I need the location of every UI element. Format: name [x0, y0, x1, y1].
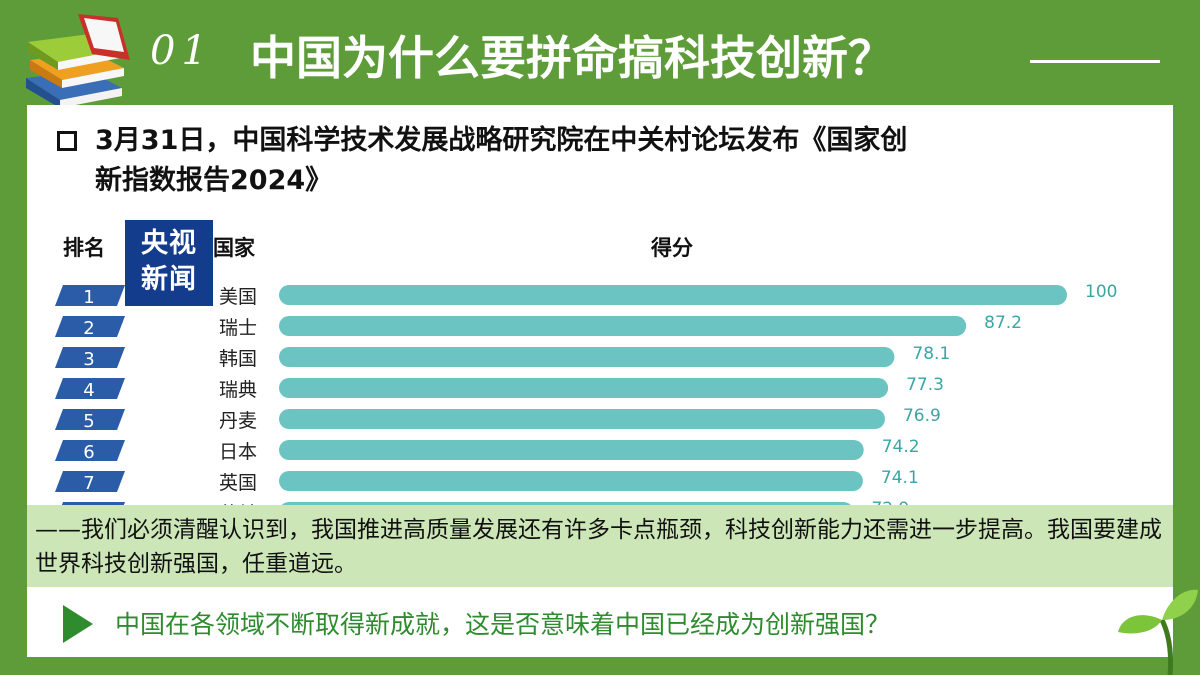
- rank-label: 3: [83, 349, 94, 370]
- value-label: 74.1: [881, 468, 919, 488]
- rank-label: 6: [83, 442, 94, 463]
- country-label: 瑞典: [219, 379, 257, 401]
- section-number: 01: [150, 28, 213, 74]
- country-label: 瑞士: [219, 317, 257, 339]
- value-label: 72.9: [871, 499, 909, 505]
- rank-badge: [61, 502, 125, 505]
- title-divider: [1030, 60, 1160, 63]
- books-logo-icon: [26, 14, 130, 108]
- country-label: 英国: [219, 472, 257, 494]
- rank-label: 5: [83, 411, 94, 432]
- country-label: 荷兰: [219, 503, 257, 505]
- score-bar: [279, 378, 889, 398]
- logo-line-2: 新闻: [141, 264, 197, 295]
- logo-line-1: 央视: [141, 228, 197, 259]
- rank-badge: [55, 285, 125, 306]
- content-card: 3月31日，中国科学技术发展战略研究院在中关村论坛发布《国家创 新指数报告202…: [27, 105, 1173, 657]
- rank-label: 7: [83, 473, 94, 494]
- play-arrow-icon: [63, 605, 93, 643]
- score-bar: [279, 285, 1067, 305]
- value-label: 87.2: [984, 313, 1022, 333]
- cctv-news-logo: 央视 新闻: [125, 220, 213, 306]
- page-title: 中国为什么要拼命搞科技创新？: [250, 31, 894, 85]
- score-header: 得分: [650, 236, 693, 260]
- value-label: 76.9: [903, 406, 941, 426]
- value-label: 78.1: [912, 344, 950, 364]
- value-label: 77.3: [906, 375, 944, 395]
- question-text: 中国在各领域不断取得新成就，这是否意味着中国已经成为创新强国？: [115, 610, 891, 639]
- score-bar: [279, 440, 864, 460]
- headline: 3月31日，中国科学技术发展战略研究院在中关村论坛发布《国家创 新指数报告202…: [57, 121, 1157, 201]
- rank-label: 8: [83, 504, 94, 505]
- country-label: 韩国: [219, 348, 257, 370]
- rank-header: 排名: [63, 236, 105, 260]
- question-row: 中国在各领域不断取得新成就，这是否意味着中国已经成为创新强国？: [27, 591, 1173, 657]
- score-bar: [279, 347, 895, 367]
- score-bar: [281, 502, 851, 505]
- rank-badge: [55, 471, 125, 492]
- rank-label: 4: [83, 380, 94, 401]
- rank-badge: [55, 440, 125, 461]
- headline-line-1: 3月31日，中国科学技术发展战略研究院在中关村论坛发布《国家创: [95, 125, 908, 156]
- value-label: 74.2: [882, 437, 920, 457]
- headline-line-2: 新指数报告2024》: [95, 165, 333, 196]
- score-bar: [279, 471, 863, 491]
- country-label: 美国: [219, 286, 257, 308]
- quote-box: ——我们必须清醒认识到，我国推进高质量发展还有许多卡点瓶颈，科技创新能力还需进一…: [27, 505, 1173, 587]
- value-label: 100: [1085, 282, 1117, 302]
- sprout-icon: [1118, 589, 1198, 675]
- score-bar: [279, 316, 967, 336]
- country-header: 国家: [213, 236, 256, 260]
- rank-badge: [55, 347, 125, 368]
- score-bar: [279, 409, 885, 429]
- innovation-index-chart: 排名 国家 得分 1 美国 100 2 瑞士 87.2 3 韩国 78.1 4 瑞典 77.3 5 丹麦 7…: [55, 236, 1117, 505]
- checkbox-icon: [57, 131, 77, 151]
- rank-label: 2: [83, 318, 94, 339]
- rank-badge: [55, 409, 125, 430]
- rank-badge: [55, 316, 125, 337]
- rank-label: 1: [83, 287, 94, 308]
- country-label: 日本: [219, 441, 257, 463]
- rank-badge: [55, 378, 125, 399]
- country-label: 丹麦: [219, 410, 257, 432]
